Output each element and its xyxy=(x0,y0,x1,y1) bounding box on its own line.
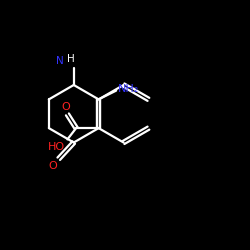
Text: N: N xyxy=(56,56,64,66)
Text: O: O xyxy=(48,161,57,171)
Text: O: O xyxy=(62,102,70,112)
Text: H: H xyxy=(68,54,75,64)
Text: HO: HO xyxy=(48,142,65,152)
Text: NH₂: NH₂ xyxy=(118,84,139,94)
